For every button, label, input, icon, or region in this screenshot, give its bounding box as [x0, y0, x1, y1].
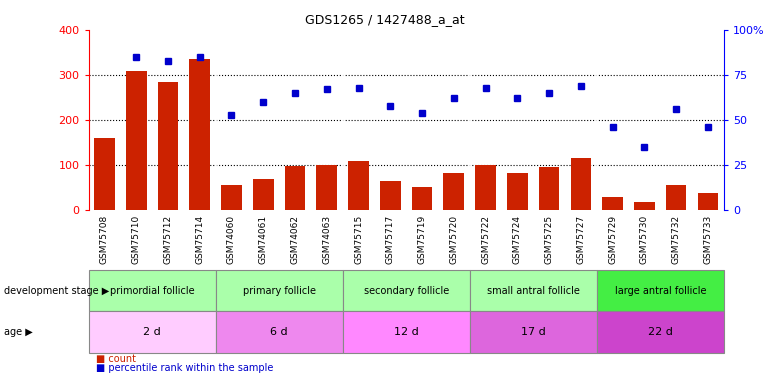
- Bar: [348, 161, 369, 210]
- Bar: [158, 82, 179, 210]
- Bar: [412, 187, 433, 210]
- Bar: [343, 311, 470, 352]
- Text: age ▶: age ▶: [4, 327, 32, 337]
- Bar: [253, 178, 273, 210]
- Bar: [216, 311, 343, 352]
- Text: GSM75715: GSM75715: [354, 215, 363, 264]
- Bar: [343, 270, 470, 311]
- Text: primary follicle: primary follicle: [243, 286, 316, 296]
- Text: GSM74061: GSM74061: [259, 215, 268, 264]
- Text: GSM75722: GSM75722: [481, 215, 490, 264]
- Text: small antral follicle: small antral follicle: [487, 286, 580, 296]
- Text: large antral follicle: large antral follicle: [614, 286, 706, 296]
- Text: primordial follicle: primordial follicle: [110, 286, 194, 296]
- Bar: [89, 311, 216, 352]
- Text: GSM74060: GSM74060: [227, 215, 236, 264]
- Bar: [444, 172, 464, 210]
- Text: GSM75733: GSM75733: [704, 215, 712, 264]
- Bar: [126, 70, 146, 210]
- Bar: [189, 59, 210, 210]
- Text: GSM75719: GSM75719: [417, 215, 427, 264]
- Text: GSM75725: GSM75725: [544, 215, 554, 264]
- Bar: [475, 165, 496, 210]
- Text: development stage ▶: development stage ▶: [4, 286, 109, 296]
- Text: GSM75717: GSM75717: [386, 215, 395, 264]
- Text: GSM74063: GSM74063: [323, 215, 331, 264]
- Text: GSM75714: GSM75714: [196, 215, 204, 264]
- Text: 2 d: 2 d: [143, 327, 161, 337]
- Text: GDS1265 / 1427488_a_at: GDS1265 / 1427488_a_at: [305, 13, 465, 26]
- Text: ■ count: ■ count: [96, 354, 136, 364]
- Bar: [470, 311, 597, 352]
- Text: GSM74062: GSM74062: [290, 215, 300, 264]
- Bar: [89, 270, 216, 311]
- Bar: [597, 270, 724, 311]
- Text: 17 d: 17 d: [521, 327, 546, 337]
- Bar: [507, 172, 527, 210]
- Text: GSM75708: GSM75708: [100, 215, 109, 264]
- Text: GSM75712: GSM75712: [163, 215, 172, 264]
- Bar: [698, 193, 718, 210]
- Text: GSM75724: GSM75724: [513, 215, 522, 264]
- Text: 12 d: 12 d: [393, 327, 419, 337]
- Bar: [316, 165, 337, 210]
- Text: GSM75727: GSM75727: [577, 215, 585, 264]
- Text: GSM75720: GSM75720: [450, 215, 458, 264]
- Bar: [285, 166, 306, 210]
- Text: ■ percentile rank within the sample: ■ percentile rank within the sample: [96, 363, 273, 373]
- Bar: [94, 138, 115, 210]
- Bar: [597, 311, 724, 352]
- Text: secondary follicle: secondary follicle: [363, 286, 449, 296]
- Text: GSM75729: GSM75729: [608, 215, 617, 264]
- Bar: [380, 181, 400, 210]
- Bar: [221, 185, 242, 210]
- Bar: [602, 196, 623, 210]
- Bar: [216, 270, 343, 311]
- Text: GSM75730: GSM75730: [640, 215, 649, 264]
- Text: 6 d: 6 d: [270, 327, 288, 337]
- Text: 22 d: 22 d: [648, 327, 673, 337]
- Bar: [539, 167, 560, 210]
- Text: GSM75732: GSM75732: [671, 215, 681, 264]
- Bar: [666, 185, 687, 210]
- Text: GSM75710: GSM75710: [132, 215, 141, 264]
- Bar: [634, 202, 654, 210]
- Bar: [470, 270, 597, 311]
- Bar: [571, 158, 591, 210]
